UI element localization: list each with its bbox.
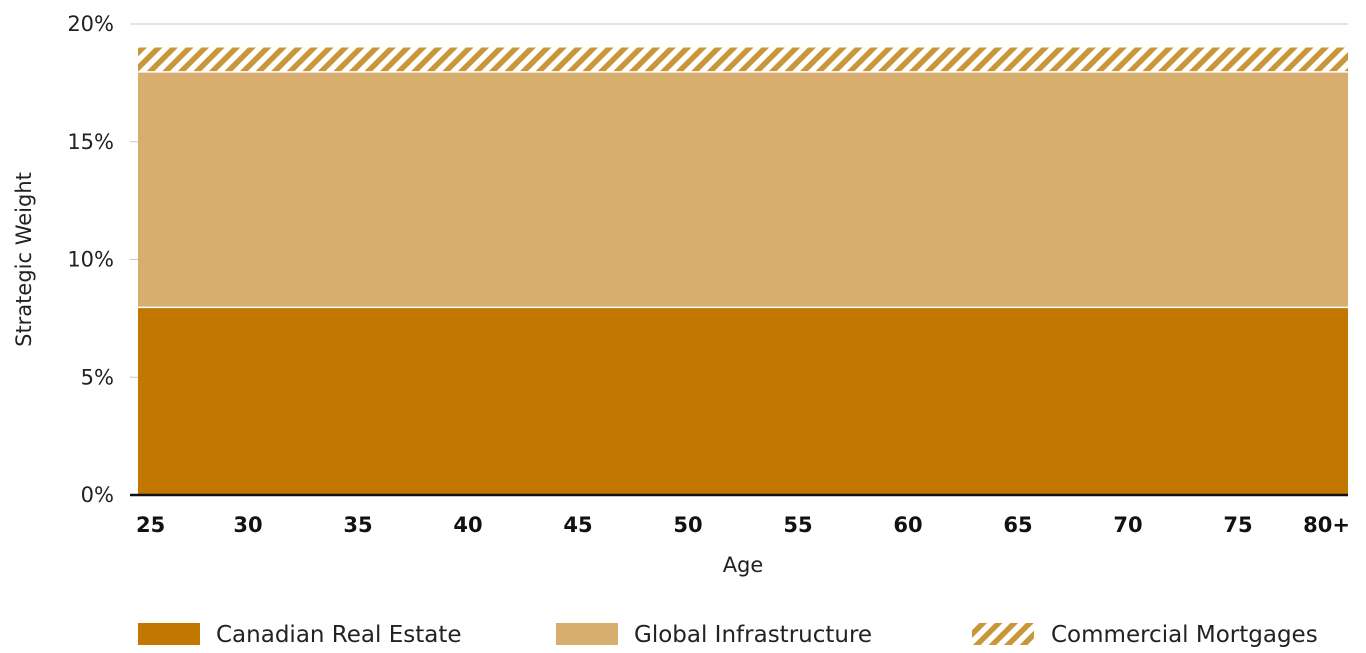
y-tick-label: 20% [67, 12, 114, 36]
y-axis-title: Strategic Weight [12, 172, 36, 347]
x-axis-title: Age [723, 553, 764, 577]
x-tick-label: 30 [233, 513, 262, 537]
legend-swatch [556, 623, 618, 645]
x-tick-label: 45 [563, 513, 592, 537]
y-tick-label: 5% [81, 365, 114, 389]
x-tick-label: 80+ [1303, 513, 1350, 537]
legend-swatch [972, 623, 1034, 645]
legend: Canadian Real Estate Global Infrastructur… [138, 622, 1318, 648]
area-global-infrastructure [138, 71, 1348, 307]
y-tick-label: 10% [67, 248, 114, 272]
x-tick-label: 40 [453, 513, 482, 537]
area-commercial-mortgages [138, 47, 1348, 72]
y-tick-label: 15% [67, 130, 114, 154]
legend-label: Global Infrastructure [634, 622, 872, 648]
legend-label: Canadian Real Estate [216, 622, 462, 648]
x-tick-label: 50 [673, 513, 702, 537]
x-tick-label: 65 [1003, 513, 1032, 537]
x-tick-label: 25 [136, 513, 165, 537]
x-tick-label: 35 [343, 513, 372, 537]
x-tick-label: 75 [1223, 513, 1252, 537]
axis-layer: 0% 5% 10% 15% 20% 25 30 35 40 45 50 55 60 65 70 75 80+ Ag… [12, 12, 1350, 577]
area-canadian-real-estate [138, 306, 1348, 495]
x-tick-label: 55 [783, 513, 812, 537]
y-tick-label: 0% [81, 483, 114, 507]
x-tick-label: 60 [893, 513, 922, 537]
legend-label: Commercial Mortgages [1051, 622, 1318, 648]
area-layer [138, 47, 1348, 495]
legend-swatch [138, 623, 200, 645]
x-tick-label: 70 [1113, 513, 1142, 537]
